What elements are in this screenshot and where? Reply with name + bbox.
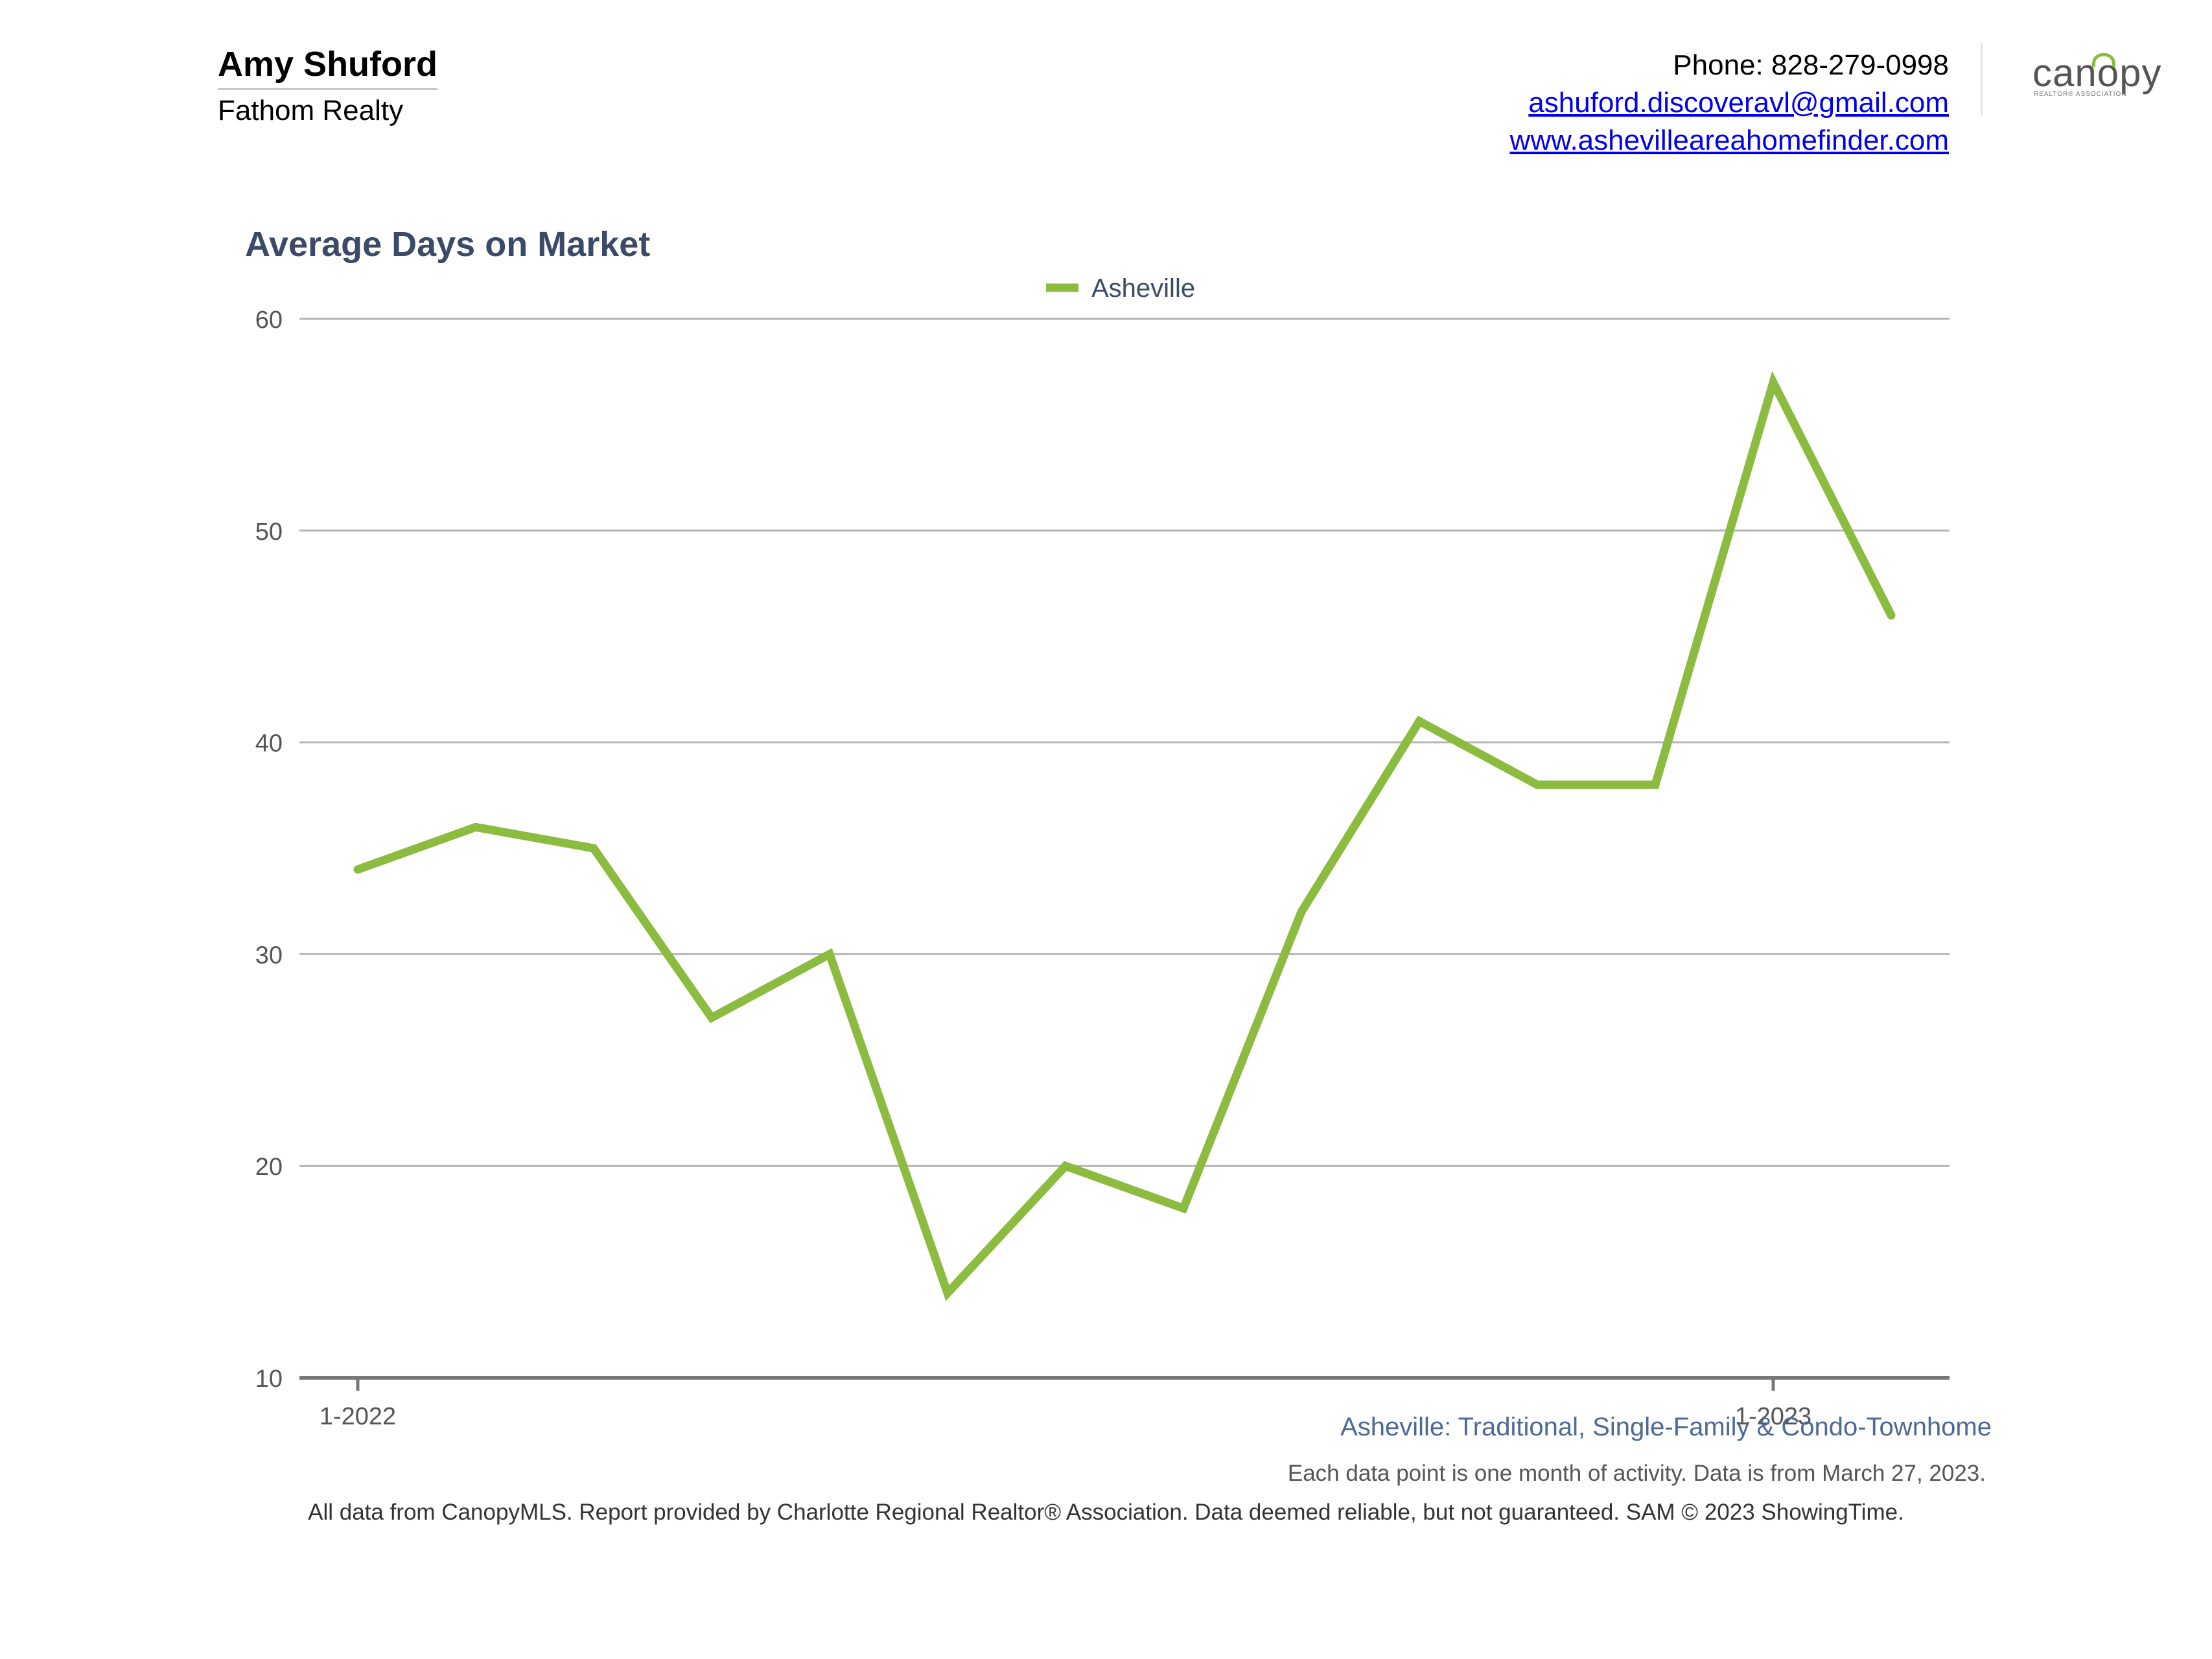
series-line (353, 371, 1896, 1301)
data-point (1651, 780, 1659, 789)
data-point (1533, 780, 1541, 789)
y-tick-label: 50 (255, 518, 283, 546)
data-point (1180, 1204, 1187, 1212)
data-point (708, 1014, 716, 1022)
data-point (1062, 1162, 1069, 1170)
data-point (590, 844, 598, 852)
company-name: Fathom Realty (218, 95, 404, 126)
phone-number: Phone: 828-279-0998 (1673, 49, 1949, 81)
chart-title: Average Days on Market (245, 225, 651, 264)
data-point (1415, 717, 1423, 725)
header-divider (1981, 43, 1983, 115)
y-tick-label: 20 (255, 1154, 283, 1181)
website-link[interactable]: www.ashevilleareahomefinder.com (1509, 124, 1949, 156)
data-point (1298, 908, 1305, 916)
data-point (826, 950, 833, 958)
x-tick-label: 1-2022 (320, 1403, 396, 1430)
y-tick-label: 40 (255, 730, 283, 758)
canopy-logo: canopy REALTOR® ASSOCIATION (2022, 51, 2165, 102)
legend-label: Asheville (1091, 274, 1195, 303)
data-point (944, 1289, 951, 1297)
y-tick-label: 10 (255, 1365, 283, 1393)
agent-name: Amy Shuford (218, 44, 438, 90)
contact-block: Phone: 828-279-0998 ashuford.discoveravl… (1510, 47, 1949, 159)
chart-subtitle: Asheville: Traditional, Single-Family & … (1340, 1413, 1992, 1441)
data-point (1887, 611, 1895, 620)
logo-subtext: REALTOR® ASSOCIATION (2034, 91, 2127, 98)
data-point (354, 865, 362, 874)
data-point (1769, 378, 1777, 387)
logo-arc-icon (2092, 53, 2115, 67)
x-tick-label: 1-2023 (1735, 1403, 1811, 1430)
footer-disclaimer: All data from CanopyMLS. Report provided… (308, 1500, 1904, 1525)
email-link[interactable]: ashuford.discoveravl@gmail.com (1528, 87, 1949, 119)
y-tick-label: 60 (255, 307, 283, 334)
data-note: Each data point is one month of activity… (1287, 1461, 1986, 1486)
y-tick-label: 30 (255, 942, 283, 969)
data-point (472, 823, 480, 831)
